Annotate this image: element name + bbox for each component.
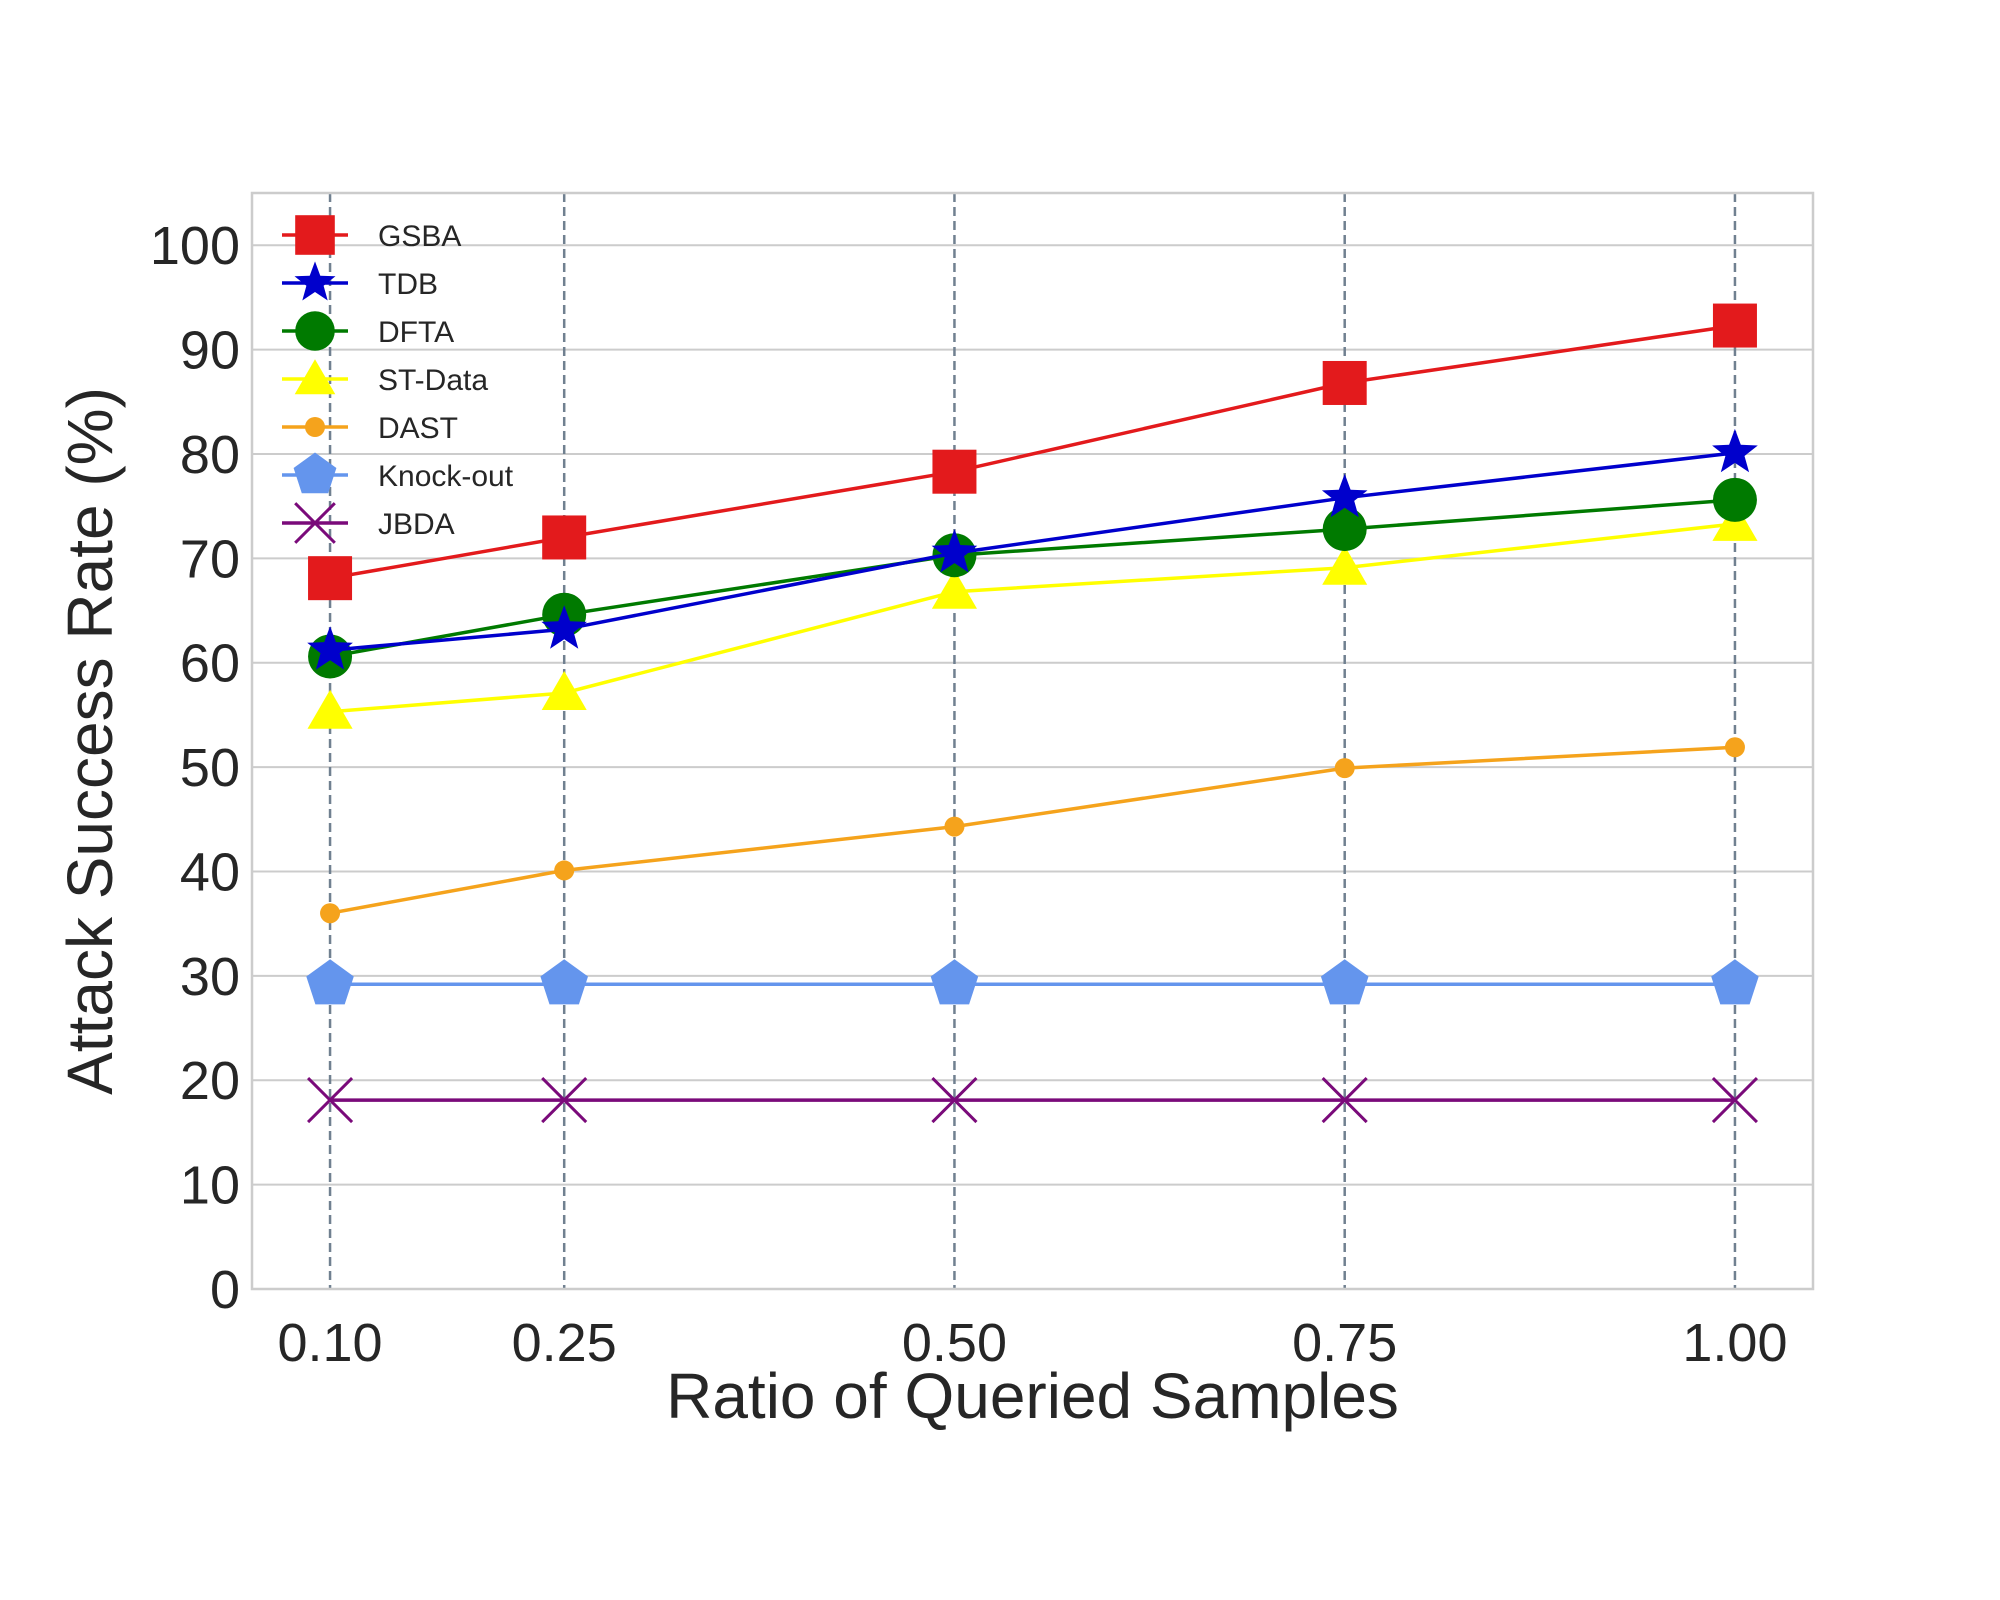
y-tick-label: 0 <box>210 1260 240 1320</box>
data-point-knock-out <box>1320 959 1369 1005</box>
data-point-knock-out <box>540 959 588 1005</box>
data-point-knock-out <box>1711 959 1759 1005</box>
data-point-jbda <box>306 1077 354 1124</box>
legend: GSBA TDB DFTA ST-Data DAST Knock-out JBDA <box>282 215 514 544</box>
x-tick-label: 0.75 <box>1292 1313 1397 1373</box>
legend-item-st-data: ST-Data <box>282 359 488 397</box>
y-tick-label: 60 <box>180 634 240 694</box>
legend-marker <box>293 452 337 494</box>
data-point-gsba <box>308 556 353 601</box>
legend-label: Knock-out <box>378 460 514 493</box>
legend-marker <box>305 417 325 437</box>
data-point-dast <box>1724 737 1745 758</box>
x-tick-label: 1.00 <box>1682 1313 1787 1373</box>
x-marker-stroke <box>931 1077 978 1124</box>
y-axis-label: Attack Success Rate (%) <box>54 387 126 1095</box>
legend-label: GSBA <box>378 220 461 253</box>
y-tick-label: 10 <box>180 1156 240 1216</box>
data-point-dast <box>554 860 575 881</box>
legend-marker <box>295 215 335 255</box>
y-tick-label: 30 <box>180 947 240 1007</box>
data-point-jbda <box>1321 1077 1368 1124</box>
x-marker-stroke <box>1711 1077 1759 1124</box>
y-axis-ticks: 0 10 20 30 40 50 60 70 80 90 100 <box>150 216 240 1320</box>
data-point-tdb <box>541 605 587 649</box>
legend-label: JBDA <box>378 508 455 541</box>
data-point-gsba <box>1322 360 1367 405</box>
series-tdb <box>307 428 1758 670</box>
x-marker-stroke <box>306 1077 354 1124</box>
legend-item-dast: DAST <box>282 412 458 445</box>
grid <box>252 244 1813 1290</box>
x-tick-label: 0.50 <box>902 1313 1007 1373</box>
data-point-dfta <box>1322 507 1367 552</box>
data-point-gsba <box>932 449 977 494</box>
x-tick-label: 0.25 <box>512 1313 617 1373</box>
data-point-dast <box>944 816 965 837</box>
legend-item-jbda: JBDA <box>282 502 455 544</box>
data-point-st-data <box>541 671 587 710</box>
series-knock-out <box>306 959 1759 1005</box>
series-jbda <box>306 1077 1759 1124</box>
x-axis-ticks: 0.10 0.25 0.50 0.75 1.00 <box>277 1313 1787 1373</box>
y-tick-label: 70 <box>180 529 240 589</box>
data-point-jbda <box>1711 1077 1759 1124</box>
series-group <box>306 303 1759 1124</box>
legend-marker <box>294 261 336 301</box>
legend-item-dfta: DFTA <box>282 311 454 351</box>
data-point-st-data <box>931 569 977 609</box>
data-point-st-data <box>1322 545 1368 585</box>
x-axis-label: Ratio of Queried Samples <box>666 1360 1399 1432</box>
vertical-guide-lines <box>328 193 1737 1289</box>
legend-label: DFTA <box>378 316 454 349</box>
data-point-gsba <box>1712 303 1757 348</box>
data-point-tdb <box>307 626 353 670</box>
data-point-tdb <box>1321 473 1368 518</box>
x-marker-stroke <box>294 502 336 544</box>
data-point-jbda <box>541 1077 588 1124</box>
y-tick-label: 80 <box>180 425 240 485</box>
legend-label: TDB <box>378 268 438 301</box>
plot-frame <box>250 191 1815 1291</box>
data-point-knock-out <box>306 959 354 1005</box>
y-tick-label: 20 <box>180 1051 240 1111</box>
data-point-tdb <box>1712 428 1758 473</box>
series-gsba <box>308 303 1757 601</box>
data-point-dfta <box>1712 477 1757 522</box>
legend-marker <box>295 311 335 351</box>
data-point-jbda <box>931 1077 978 1124</box>
y-tick-label: 40 <box>180 842 240 902</box>
data-point-knock-out <box>930 959 979 1005</box>
legend-item-knock-out: Knock-out <box>282 452 514 494</box>
legend-label: DAST <box>378 412 458 445</box>
legend-marker <box>294 359 336 395</box>
data-point-gsba <box>542 515 587 560</box>
y-tick-label: 100 <box>150 216 240 276</box>
x-marker-stroke <box>541 1077 588 1124</box>
x-tick-label: 0.10 <box>277 1313 382 1373</box>
legend-item-gsba: GSBA <box>282 215 461 255</box>
data-point-st-data <box>307 689 353 729</box>
data-point-dast <box>320 903 341 924</box>
x-marker-stroke <box>1321 1077 1368 1124</box>
y-tick-label: 50 <box>180 738 240 798</box>
y-tick-label: 90 <box>180 321 240 381</box>
series-dast <box>320 737 1745 924</box>
legend-marker <box>294 502 336 544</box>
legend-item-tdb: TDB <box>282 261 438 301</box>
data-point-dast <box>1334 758 1355 779</box>
data-point-tdb <box>931 529 978 573</box>
legend-label: ST-Data <box>378 364 488 397</box>
